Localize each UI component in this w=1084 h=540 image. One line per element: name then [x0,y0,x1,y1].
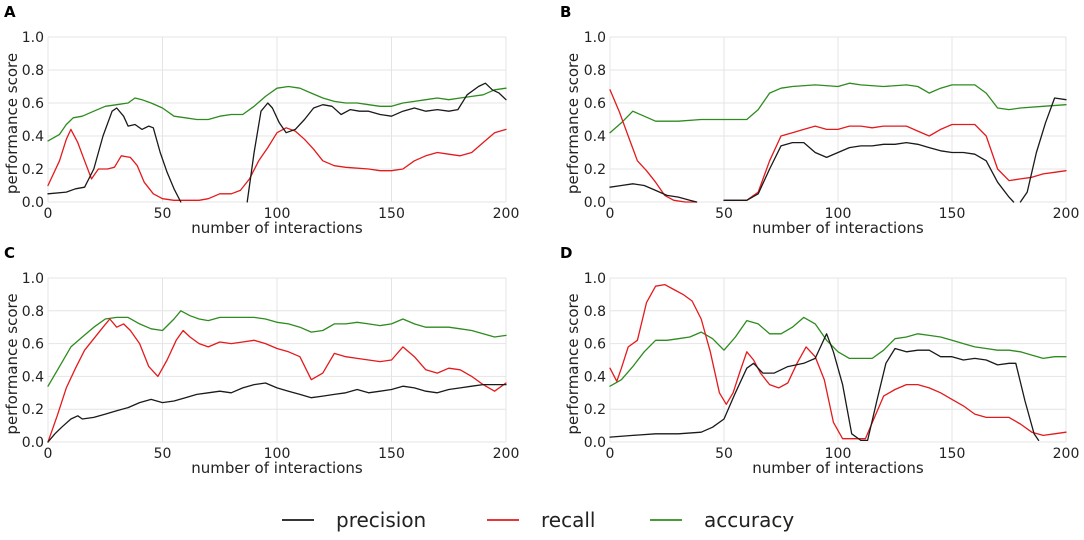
y-axis-label: performance score [564,293,582,434]
panel-d: D 0 50 100 150 200 0.0 0.2 0.4 0.6 0.8 1.0 number of… [560,244,1079,477]
x-axis-label: number of interactions [191,459,363,477]
y-tick-label: 0.4 [584,129,606,145]
panel-label: B [560,3,571,21]
x-tick-label: 100 [825,206,852,222]
accuracy-line [47,85,507,142]
x-tick-label: 100 [264,206,291,222]
x-tick-label: 0 [44,446,53,462]
x-axis-label: number of interactions [752,459,924,477]
x-tick-label: 50 [715,446,733,462]
y-axis-label: performance score [3,293,21,434]
y-tick-label: 0.6 [22,96,44,112]
y-tick-label: 1.0 [22,271,44,287]
y-tick-label: 1.0 [584,30,606,46]
panel-label: D [560,244,572,262]
legend-label-precision: precision [336,508,426,532]
x-tick-label: 150 [378,446,405,462]
x-tick-label: 50 [154,446,172,462]
precision-line [1019,97,1067,203]
legend: precision recall accuracy [282,508,794,532]
panel-label: A [4,3,16,21]
x-tick-label: 200 [1053,206,1080,222]
y-tick-label: 0.8 [584,304,606,320]
legend-item-accuracy: accuracy [650,508,794,532]
y-tick-label: 0.2 [22,402,44,418]
accuracy-line [47,310,507,387]
x-axis-label: number of interactions [191,219,363,237]
precision-line [47,382,507,443]
legend-label-recall: recall [541,508,595,532]
y-tick-label: 1.0 [22,30,44,46]
y-tick-label: 0.0 [22,195,44,211]
y-tick-label: 0.8 [22,63,44,79]
y-tick-label: 0.6 [584,96,606,112]
legend-item-precision: precision [282,508,426,532]
x-tick-label: 200 [1053,446,1080,462]
precision-line [609,333,1040,442]
y-tick-label: 0.0 [22,435,44,451]
x-tick-label: 0 [606,446,615,462]
legend-item-recall: recall [487,508,595,532]
x-tick-label: 200 [493,206,520,222]
x-tick-label: 50 [154,206,172,222]
panel-label: C [4,244,15,262]
recall-line [723,123,1067,201]
x-tick-label: 100 [825,446,852,462]
panel-a: A 0 50 100 150 200 0.0 0.2 0.4 0.6 0.8 1.0 number of… [3,3,519,237]
accuracy-line [609,316,1067,387]
y-axis-label: performance score [3,53,21,194]
y-tick-label: 0.4 [22,369,44,385]
y-tick-label: 0.2 [584,162,606,178]
x-tick-label: 150 [939,446,966,462]
x-tick-label: 50 [715,206,733,222]
x-tick-label: 0 [44,206,53,222]
accuracy-line [609,82,1067,134]
y-tick-label: 0.0 [584,435,606,451]
y-tick-label: 0.4 [584,369,606,385]
precision-line [609,183,698,203]
recall-line [47,127,507,201]
y-tick-label: 1.0 [584,271,606,287]
y-tick-label: 0.2 [22,162,44,178]
x-tick-label: 0 [606,206,615,222]
recall-line [47,318,507,443]
panel-c: C 0 50 100 150 200 0.0 0.2 0.4 0.6 0.8 1.0 number of… [3,244,519,477]
y-tick-label: 0.2 [584,402,606,418]
y-tick-label: 0.6 [584,337,606,353]
x-axis-label: number of interactions [752,219,924,237]
y-tick-label: 0.4 [22,129,44,145]
y-tick-label: 0.6 [22,337,44,353]
x-tick-label: 100 [264,446,291,462]
panel-b: B 0 50 100 150 200 0.0 0.2 0.4 0.6 0.8 1.0 number of… [560,3,1079,237]
chart-panels: A 0 50 100 150 200 0.0 0.2 0.4 0.6 0.8 1.0 number of… [3,3,1079,477]
precision-line [47,107,182,203]
y-axis-label: performance score [564,53,582,194]
precision-line [246,82,507,203]
y-tick-label: 0.8 [22,304,44,320]
recall-line [609,89,698,203]
legend-label-accuracy: accuracy [704,508,794,532]
precision-line [723,141,1015,203]
x-tick-label: 150 [378,206,405,222]
x-tick-label: 200 [493,446,520,462]
recall-line [609,283,1067,440]
y-tick-label: 0.0 [584,195,606,211]
y-tick-label: 0.8 [584,63,606,79]
x-tick-label: 150 [939,206,966,222]
